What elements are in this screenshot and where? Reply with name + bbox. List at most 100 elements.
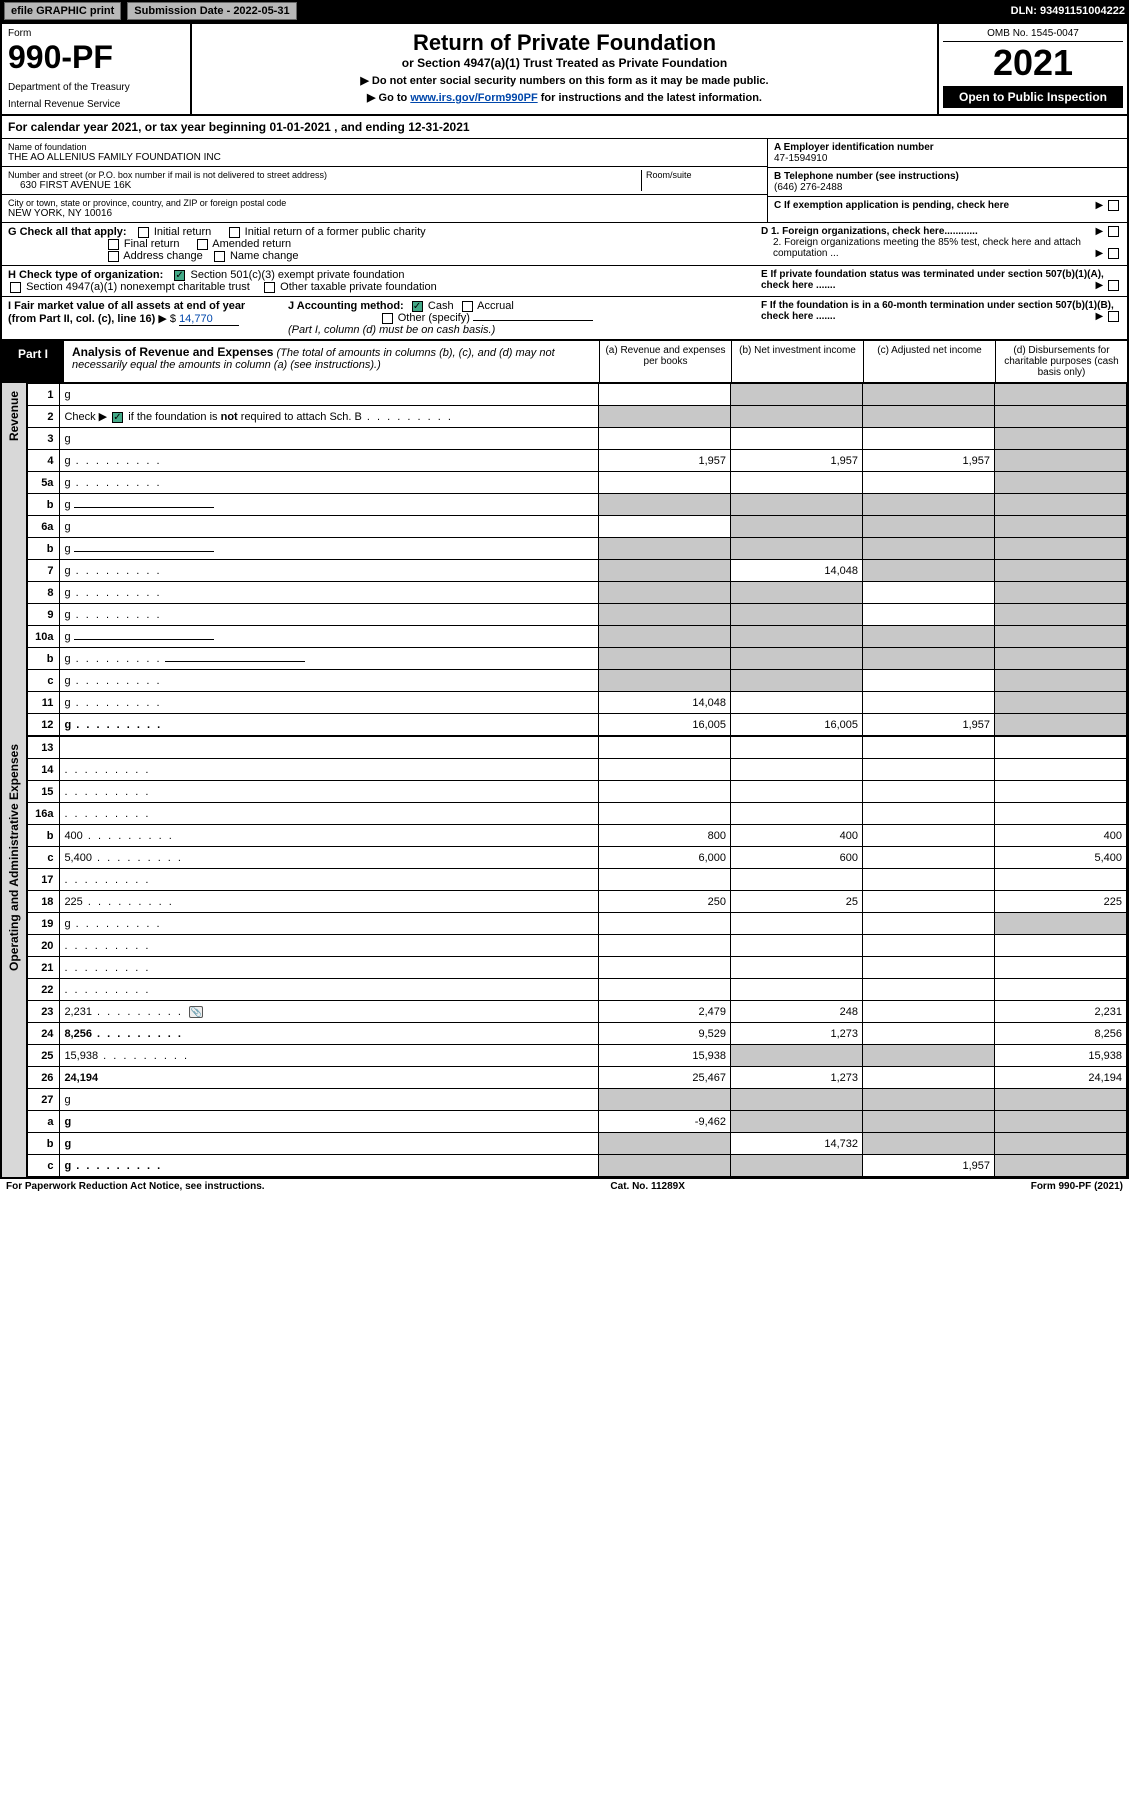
- g-opt-4: Address change: [123, 250, 203, 262]
- entity-info-left: Name of foundation THE AO ALLENIUS FAMIL…: [2, 139, 767, 222]
- i-value: 14,770: [179, 313, 239, 326]
- table-row: 19g: [28, 913, 1127, 935]
- table-row: c5,4006,0006005,400: [28, 847, 1127, 869]
- box-b: B Telephone number (see instructions) (6…: [768, 168, 1127, 197]
- d2-checkbox[interactable]: [1108, 248, 1119, 259]
- table-row: 10ag: [28, 626, 1127, 648]
- column-headers: (a) Revenue and expenses per books (b) N…: [599, 341, 1127, 382]
- j-note: (Part I, column (d) must be on cash basi…: [288, 324, 495, 336]
- table-row: cg1,957: [28, 1155, 1127, 1177]
- c-checkbox[interactable]: [1108, 200, 1119, 211]
- g-section: G Check all that apply: Initial return I…: [8, 226, 753, 262]
- h-501c3-checkbox[interactable]: [174, 270, 185, 281]
- g-address-change-checkbox[interactable]: [108, 251, 119, 262]
- table-row: 232,231 📎2,4792482,231: [28, 1001, 1127, 1023]
- table-row: bg: [28, 648, 1127, 670]
- col-d-header: (d) Disbursements for charitable purpose…: [995, 341, 1127, 382]
- expenses-table: 13141516ab400800400400c5,4006,0006005,40…: [27, 736, 1127, 1177]
- cal-pre: For calendar year 2021, or tax year begi…: [8, 120, 269, 134]
- part1-title: Analysis of Revenue and Expenses: [72, 345, 273, 359]
- entity-info-right: A Employer identification number 47-1594…: [767, 139, 1127, 222]
- b-value: (646) 276-2488: [774, 182, 1121, 193]
- room-label: Room/suite: [646, 170, 761, 180]
- city-value: NEW YORK, NY 10016: [8, 208, 761, 219]
- g-opt-3: Amended return: [212, 238, 291, 250]
- h-opt3: Other taxable private foundation: [280, 281, 437, 293]
- dept-treasury: Department of the Treasury: [8, 82, 184, 93]
- addr-label: Number and street (or P.O. box number if…: [8, 170, 641, 180]
- row-h-e: H Check type of organization: Section 50…: [2, 266, 1127, 297]
- addr-value: 630 FIRST AVENUE 16K: [8, 180, 641, 191]
- table-row: 11g14,048: [28, 692, 1127, 714]
- g-final-return-checkbox[interactable]: [108, 239, 119, 250]
- address-row: Number and street (or P.O. box number if…: [2, 167, 767, 195]
- revenue-table: 1g2Check ▶ if the foundation is not requ…: [27, 383, 1127, 736]
- table-row: 12g16,00516,0051,957: [28, 714, 1127, 736]
- h-4947-checkbox[interactable]: [10, 282, 21, 293]
- submission-date: Submission Date - 2022-05-31: [127, 2, 296, 20]
- dept-irs: Internal Revenue Service: [8, 99, 184, 110]
- form-title: Return of Private Foundation: [200, 30, 929, 56]
- cal-end: 12-31-2021: [408, 120, 469, 134]
- entity-info-block: Name of foundation THE AO ALLENIUS FAMIL…: [2, 139, 1127, 223]
- f-text: F If the foundation is in a 60-month ter…: [761, 300, 1114, 322]
- d-section: D 1. Foreign organizations, check here..…: [761, 226, 1121, 259]
- expenses-block: Operating and Administrative Expenses 13…: [2, 736, 1127, 1177]
- dln-label: DLN: 93491151004222: [1011, 5, 1125, 17]
- box-a: A Employer identification number 47-1594…: [768, 139, 1127, 168]
- d1-text: D 1. Foreign organizations, check here..…: [761, 226, 978, 237]
- g-opt-1: Initial return of a former public charit…: [245, 226, 426, 238]
- h-opt1: Section 501(c)(3) exempt private foundat…: [190, 269, 404, 281]
- g-opt-2: Final return: [124, 238, 180, 250]
- h-label: H Check type of organization:: [8, 269, 163, 281]
- box-c: C If exemption application is pending, c…: [768, 197, 1127, 214]
- form-word: Form: [8, 28, 184, 39]
- j-other: Other (specify): [398, 312, 470, 324]
- g-name-change-checkbox[interactable]: [214, 251, 225, 262]
- table-row: 1822525025225: [28, 891, 1127, 913]
- irs-link[interactable]: www.irs.gov/Form990PF: [410, 92, 537, 104]
- row-i-j-f: I Fair market value of all assets at end…: [2, 297, 1127, 339]
- h-opt2: Section 4947(a)(1) nonexempt charitable …: [26, 281, 250, 293]
- table-row: 1g: [28, 384, 1127, 406]
- form-990pf: Form 990-PF Department of the Treasury I…: [0, 22, 1129, 1179]
- col-a-header: (a) Revenue and expenses per books: [599, 341, 731, 382]
- g-amended-checkbox[interactable]: [197, 239, 208, 250]
- i-j-section: I Fair market value of all assets at end…: [8, 300, 753, 336]
- instr2-post: for instructions and the latest informat…: [538, 92, 762, 104]
- calendar-year-line: For calendar year 2021, or tax year begi…: [2, 116, 1127, 139]
- d2-text: 2. Foreign organizations meeting the 85%…: [773, 237, 1081, 259]
- table-row: 9g: [28, 604, 1127, 626]
- tax-year: 2021: [943, 42, 1123, 84]
- table-row: bg: [28, 494, 1127, 516]
- instr2-pre: ▶ Go to: [367, 92, 410, 104]
- e-checkbox[interactable]: [1108, 280, 1119, 291]
- table-row: 3g: [28, 428, 1127, 450]
- h-section: H Check type of organization: Section 50…: [8, 269, 753, 293]
- table-row: 2624,19425,4671,27324,194: [28, 1067, 1127, 1089]
- f-checkbox[interactable]: [1108, 311, 1119, 322]
- j-other-checkbox[interactable]: [382, 313, 393, 324]
- attachment-icon[interactable]: 📎: [189, 1006, 203, 1018]
- d1-checkbox[interactable]: [1108, 226, 1119, 237]
- header-left: Form 990-PF Department of the Treasury I…: [2, 24, 192, 114]
- form-header: Form 990-PF Department of the Treasury I…: [2, 24, 1127, 116]
- table-row: 7g14,048: [28, 560, 1127, 582]
- table-row: 20: [28, 935, 1127, 957]
- efile-print-button[interactable]: efile GRAPHIC print: [4, 2, 121, 20]
- j-label: J Accounting method:: [288, 300, 404, 312]
- j-cash-checkbox[interactable]: [412, 301, 423, 312]
- footer-right: Form 990-PF (2021): [1031, 1181, 1123, 1192]
- g-initial-former-checkbox[interactable]: [229, 227, 240, 238]
- table-row: 13: [28, 737, 1127, 759]
- table-row: 4g1,9571,9571,957: [28, 450, 1127, 472]
- instruction-2: ▶ Go to www.irs.gov/Form990PF for instru…: [200, 91, 929, 104]
- j-cash: Cash: [428, 300, 454, 312]
- table-row: cg: [28, 670, 1127, 692]
- h-other-checkbox[interactable]: [264, 282, 275, 293]
- form-number: 990-PF: [8, 39, 184, 76]
- e-section: E If private foundation status was termi…: [761, 269, 1121, 291]
- g-initial-return-checkbox[interactable]: [138, 227, 149, 238]
- j-accrual-checkbox[interactable]: [462, 301, 473, 312]
- table-row: 14: [28, 759, 1127, 781]
